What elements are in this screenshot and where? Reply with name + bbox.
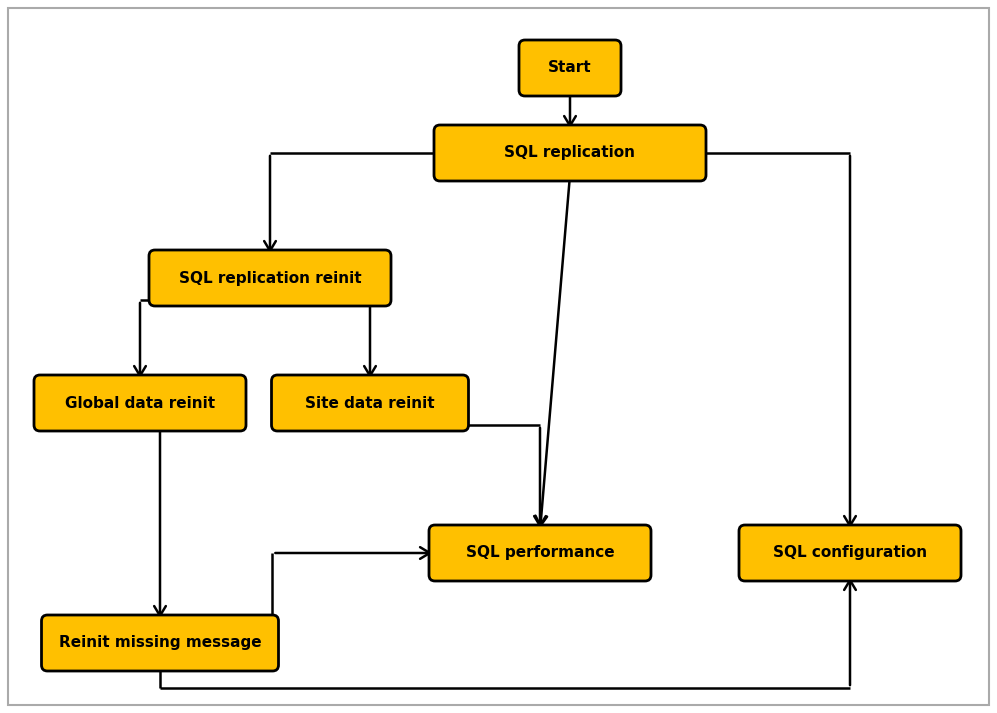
FancyBboxPatch shape xyxy=(42,615,278,671)
Text: Reinit missing message: Reinit missing message xyxy=(59,635,261,650)
FancyBboxPatch shape xyxy=(519,40,621,96)
FancyBboxPatch shape xyxy=(149,250,391,306)
Text: SQL configuration: SQL configuration xyxy=(773,545,927,560)
Text: Site data reinit: Site data reinit xyxy=(305,396,435,411)
FancyBboxPatch shape xyxy=(34,375,246,431)
FancyBboxPatch shape xyxy=(434,125,706,181)
Text: Start: Start xyxy=(548,61,592,76)
FancyBboxPatch shape xyxy=(739,525,961,581)
FancyBboxPatch shape xyxy=(271,375,469,431)
FancyBboxPatch shape xyxy=(429,525,651,581)
Text: SQL replication reinit: SQL replication reinit xyxy=(178,270,361,285)
Text: SQL replication: SQL replication xyxy=(504,145,635,160)
Text: Global data reinit: Global data reinit xyxy=(65,396,215,411)
Text: SQL performance: SQL performance xyxy=(466,545,614,560)
